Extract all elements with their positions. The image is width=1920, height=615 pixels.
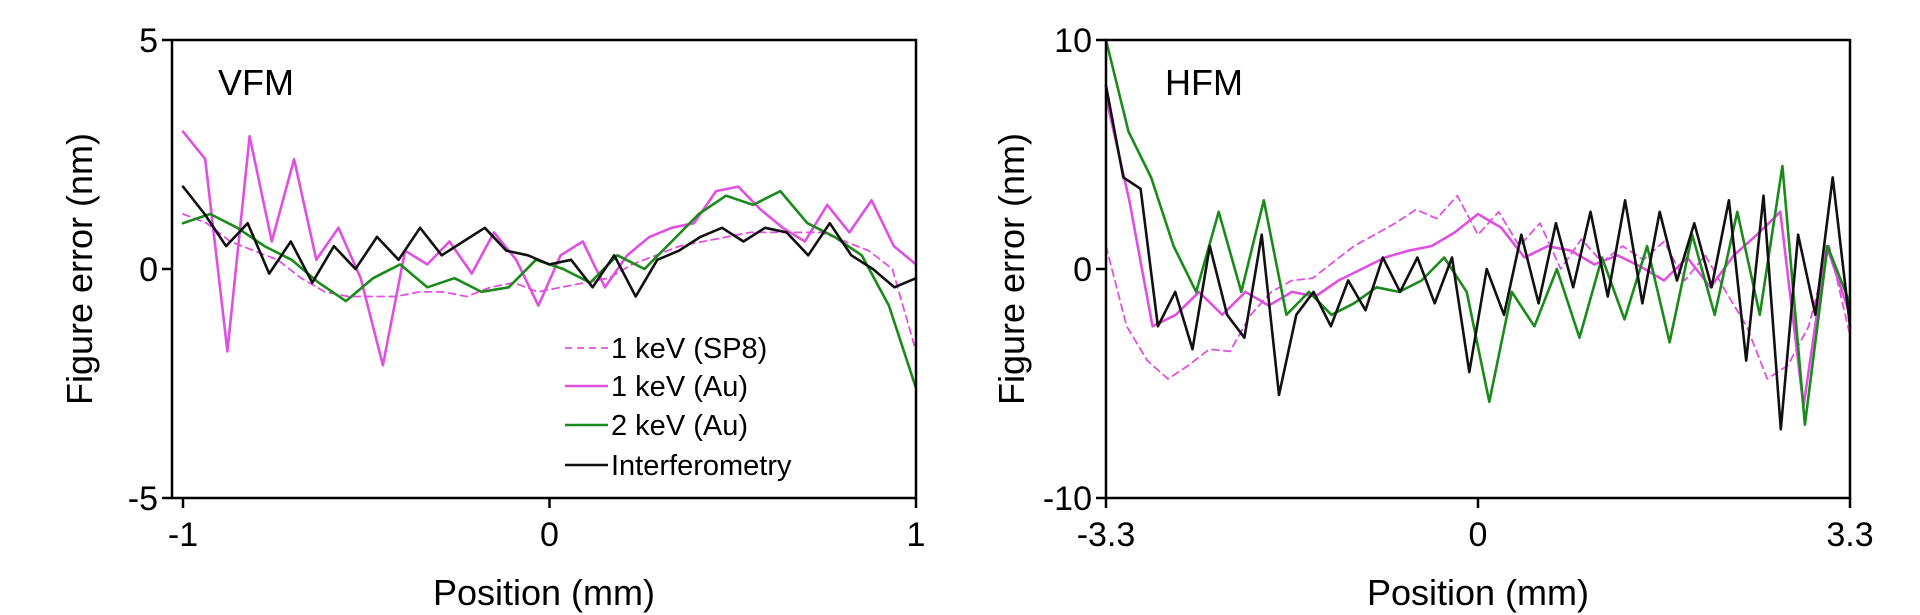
- hfm-panel-label: HFM: [1165, 62, 1243, 103]
- hfm-x-tick-label: 0: [1469, 516, 1488, 554]
- hfm-y-axis-label: Figure error (nm): [991, 133, 1032, 405]
- legend-label-2kev-au: 2 keV (Au): [611, 410, 748, 442]
- vfm-plot-frame: [170, 38, 918, 500]
- vfm-series-2-kev-au: [181, 189, 918, 390]
- vfm-panel: -1 0 1 5 0 -5 VFM Position (mm) Figure error …: [59, 22, 925, 613]
- vfm-x-tick-label: 0: [540, 516, 559, 554]
- vfm-y-tick-label: 0: [139, 251, 158, 289]
- legend-entry-sp8: 1 keV (SP8): [565, 333, 767, 365]
- vfm-series-1-kev-sp8: [182, 213, 917, 353]
- vfm-series-interferometry: [181, 185, 918, 298]
- legend-label-sp8: 1 keV (SP8): [611, 333, 767, 365]
- vfm-x-tick-label: -1: [168, 516, 198, 554]
- hfm-series-interferometry: [1104, 84, 1852, 431]
- legend-entry-interferometry: Interferometry: [565, 450, 792, 482]
- vfm-y-tick-label: 5: [139, 22, 158, 60]
- hfm-y-tick-label: 0: [1073, 251, 1092, 289]
- legend-label-1kev-au: 1 keV (Au): [611, 371, 748, 403]
- vfm-x-tick-label: 1: [907, 516, 926, 554]
- vfm-panel-label: VFM: [218, 62, 294, 103]
- hfm-x-tick-label: 3.3: [1826, 516, 1873, 554]
- legend-entry-2kev-au: 2 keV (Au): [565, 410, 748, 442]
- vfm-y-tick-label: -5: [128, 480, 158, 518]
- legend: 1 keV (SP8) 1 keV (Au) 2 keV (Au) Interf…: [565, 333, 792, 482]
- hfm-series-1-kev-sp8: [1105, 194, 1851, 380]
- legend-entry-1kev-au: 1 keV (Au): [565, 371, 748, 403]
- hfm-y-tick-label: 10: [1054, 22, 1092, 60]
- vfm-x-axis-label: Position (mm): [433, 572, 655, 613]
- hfm-plot-frame: [1104, 38, 1852, 500]
- vfm-series-1-kev-au: [181, 130, 918, 367]
- hfm-panel: -3.3 0 3.3 10 0 -10 HFM Position (mm) Figure …: [991, 22, 1874, 613]
- legend-label-interferometry: Interferometry: [611, 450, 792, 482]
- vfm-y-axis-label: Figure error (nm): [59, 133, 100, 405]
- hfm-series-1-kev-au: [1104, 96, 1852, 408]
- hfm-y-tick-label: -10: [1043, 480, 1092, 518]
- hfm-series-2-kev-au: [1104, 38, 1852, 427]
- hfm-x-tick-label: -3.3: [1077, 516, 1136, 554]
- hfm-x-axis-label: Position (mm): [1367, 572, 1589, 613]
